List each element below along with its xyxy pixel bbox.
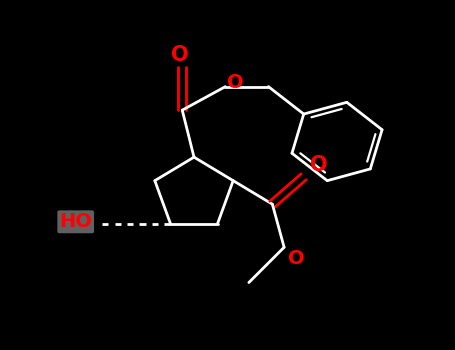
Text: O: O bbox=[309, 155, 327, 175]
Text: O: O bbox=[172, 45, 189, 65]
Text: HO: HO bbox=[59, 212, 92, 231]
Text: O: O bbox=[288, 249, 305, 268]
Text: O: O bbox=[228, 73, 244, 92]
